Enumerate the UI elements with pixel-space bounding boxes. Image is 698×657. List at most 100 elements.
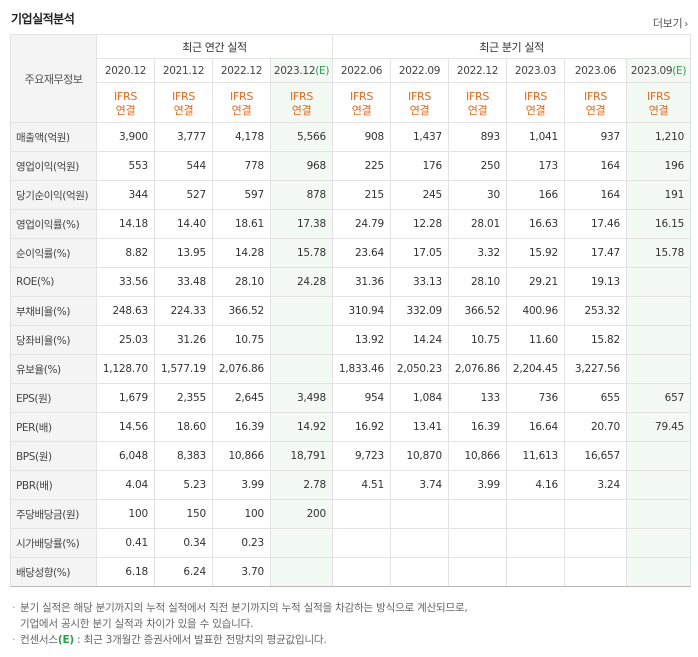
table-cell: 15.78	[626, 238, 692, 268]
table-cell: 15.78	[269, 238, 334, 268]
table-cell: 4.51	[332, 470, 392, 500]
table-row: PER(배) 14.56 18.60 16.39 14.92 16.92 13.41 16.3…	[10, 412, 692, 442]
period-label: 2022.06	[340, 64, 383, 77]
table-cell: 954	[332, 383, 392, 413]
table-cell: 150	[154, 499, 213, 529]
table-cell	[626, 354, 692, 384]
accounting-standard: IFRS 연결	[269, 82, 334, 123]
table-cell: 400.96	[506, 296, 566, 326]
table-row: 영업이익률(%) 14.18 14.40 18.61 17.38 24.79 12.28 28…	[10, 209, 692, 239]
estimate-mark: (E)	[315, 64, 330, 77]
footnote-consensus: 컨센서스(E) : 최근 3개월간 증권사에서 발표한 전망치의 평균값입니다.	[10, 632, 690, 648]
table-cell	[269, 528, 334, 558]
period-label: 2023.06	[574, 64, 617, 77]
table-body: 매출액(억원) 3,900 3,777 4,178 5,566 908 1,437 893 1,…	[10, 122, 692, 587]
period-header: 2023.03	[506, 58, 566, 83]
standard-consolidated: 연결	[291, 103, 312, 117]
table-cell: 310.94	[332, 296, 392, 326]
table-cell	[269, 296, 334, 326]
table-cell: 10.75	[212, 325, 271, 355]
table-row: 당좌비율(%) 25.03 31.26 10.75 13.92 14.24 10.75 11.…	[10, 325, 692, 355]
table-cell: 10,866	[448, 441, 508, 471]
table-cell: 20.70	[564, 412, 628, 442]
table-cell	[506, 528, 566, 558]
table-cell: 13.92	[332, 325, 392, 355]
table-cell: 3.99	[212, 470, 271, 500]
row-label: 당좌비율(%)	[10, 325, 97, 355]
table-cell	[269, 325, 334, 355]
table-cell: 28.10	[448, 267, 508, 297]
table-cell: 893	[448, 122, 508, 152]
table-cell: 9,723	[332, 441, 392, 471]
table-cell: 215	[332, 180, 392, 210]
period-header: 2023.12(E)	[269, 58, 334, 83]
table-cell: 14.92	[269, 412, 334, 442]
table-cell: 3.74	[390, 470, 450, 500]
table-cell: 31.36	[332, 267, 392, 297]
more-link[interactable]: 더보기 ›	[653, 15, 688, 31]
table-cell: 133	[448, 383, 508, 413]
table-cell: 14.18	[96, 209, 155, 239]
table-cell: 33.56	[96, 267, 155, 297]
table-cell: 2,204.45	[506, 354, 566, 384]
standard-consolidated: 연결	[409, 103, 430, 117]
row-label: 매출액(억원)	[10, 122, 97, 152]
table-cell: 5,566	[269, 122, 334, 152]
table-cell: 8.82	[96, 238, 155, 268]
table-cell: 200	[269, 499, 334, 529]
table-cell: 25.03	[96, 325, 155, 355]
table-row: 당기순이익(억원) 344 527 597 878 215 245 30 166 164 191	[10, 180, 692, 210]
table-cell: 79.45	[626, 412, 692, 442]
corner-header: 주요재무정보	[10, 34, 97, 123]
footnotes: 분기 실적은 해당 분기까지의 누적 실적에서 직전 분기까지의 누적 실적을 …	[10, 600, 690, 648]
period-header: 2022.12	[448, 58, 508, 83]
table-cell: 17.46	[564, 209, 628, 239]
table-cell: 3.24	[564, 470, 628, 500]
table-cell: 19.13	[564, 267, 628, 297]
table-cell: 3,227.56	[564, 354, 628, 384]
table-cell: 16.15	[626, 209, 692, 239]
table-cell: 15.92	[506, 238, 566, 268]
standard-consolidated: 연결	[173, 103, 194, 117]
period-label: 2021.12	[162, 64, 205, 77]
table-cell	[564, 557, 628, 587]
table-cell: 4.16	[506, 470, 566, 500]
table-cell	[332, 528, 392, 558]
table-cell: 16.92	[332, 412, 392, 442]
row-label: ROE(%)	[10, 267, 97, 297]
table-cell: 176	[390, 151, 450, 181]
period-header-row: 2020.12 2021.12 2022.12 2023.12(E) 2022.06 20…	[11, 58, 692, 83]
table-cell: 28.10	[212, 267, 271, 297]
table-cell: 18,791	[269, 441, 334, 471]
period-header: 2023.09(E)	[626, 58, 692, 83]
table-cell: 2,076.86	[212, 354, 271, 384]
table-cell: 13.41	[390, 412, 450, 442]
table-cell: 3.70	[212, 557, 271, 587]
table-cell: 29.21	[506, 267, 566, 297]
table-cell: 33.48	[154, 267, 213, 297]
accounting-standard: IFRS 연결	[212, 82, 271, 123]
table-cell: 3,498	[269, 383, 334, 413]
table-cell: 2.78	[269, 470, 334, 500]
table-cell	[626, 557, 692, 587]
table-cell: 2,355	[154, 383, 213, 413]
table-cell: 657	[626, 383, 692, 413]
table-cell	[564, 499, 628, 529]
table-cell: 14.56	[96, 412, 155, 442]
table-cell	[390, 557, 450, 587]
table-cell: 225	[332, 151, 392, 181]
table-cell: 12.28	[390, 209, 450, 239]
table-cell: 16.63	[506, 209, 566, 239]
table-cell: 15.82	[564, 325, 628, 355]
table-cell: 878	[269, 180, 334, 210]
standard-ifrs: IFRS	[172, 89, 195, 103]
table-cell: 10,866	[212, 441, 271, 471]
table-cell	[390, 499, 450, 529]
table-cell: 14.24	[390, 325, 450, 355]
row-label: 시가배당률(%)	[10, 528, 97, 558]
table-cell: 2,050.23	[390, 354, 450, 384]
table-cell	[626, 267, 692, 297]
table-cell: 344	[96, 180, 155, 210]
table-cell	[626, 296, 692, 326]
period-label: 2023.03	[514, 64, 557, 77]
